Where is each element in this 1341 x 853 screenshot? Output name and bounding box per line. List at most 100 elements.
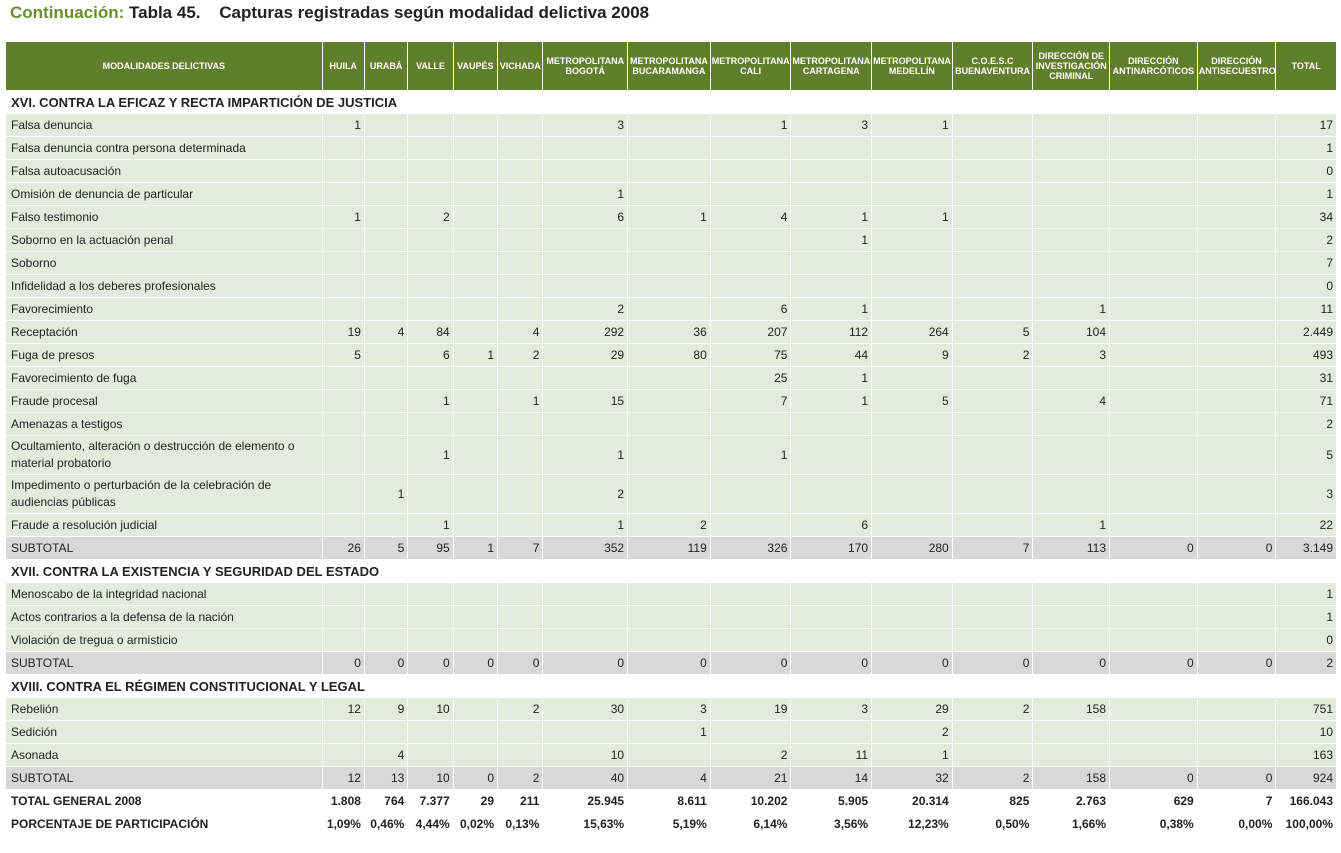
row-label: Soborno en la actuación penal [5, 228, 323, 252]
table-cell [407, 628, 454, 652]
table-cell [452, 228, 499, 252]
table-cell [407, 366, 454, 390]
table-cell [709, 412, 792, 436]
table-cell: 2 [951, 697, 1034, 721]
table-cell: 1 [627, 720, 711, 744]
table-cell [1109, 474, 1198, 514]
table-cell [363, 205, 409, 229]
column-header: METROPOLITANA BUCARAMANGA [627, 41, 711, 91]
table-row: Impedimento o perturbación de la celebra… [5, 474, 1337, 514]
table-cell: 0 [1275, 159, 1337, 183]
row-label: Asonada [5, 743, 323, 767]
table-cell: 29 [452, 789, 499, 813]
table-cell [1196, 228, 1277, 252]
table-cell: 0 [1032, 651, 1111, 675]
table-cell [321, 136, 365, 160]
table-cell: 352 [542, 536, 629, 560]
table-cell [497, 743, 544, 767]
table-cell [951, 474, 1034, 514]
row-label: Favorecimiento [5, 297, 323, 321]
table-cell [1196, 366, 1277, 390]
table-cell: 6,14% [709, 812, 792, 836]
section-title: XVIII. CONTRA EL RÉGIMEN CONSTITUCIONAL … [5, 674, 1337, 698]
table-cell [497, 113, 544, 137]
table-cell [497, 205, 544, 229]
table-cell: 113 [1032, 536, 1111, 560]
table-cell: 2 [627, 513, 711, 537]
table-cell: 2 [951, 343, 1034, 367]
table-cell [951, 435, 1034, 475]
table-cell: 17 [1275, 113, 1337, 137]
table-cell [452, 320, 499, 344]
table-cell: 493 [1275, 343, 1337, 367]
table-cell [871, 366, 953, 390]
table-cell [1196, 513, 1277, 537]
table-cell [497, 605, 544, 629]
table-cell [951, 582, 1034, 606]
table-cell [790, 628, 873, 652]
row-label: Fraude a resolución judicial [5, 513, 323, 537]
table-cell [627, 297, 711, 321]
table-cell [627, 582, 711, 606]
table-cell: 2 [709, 743, 792, 767]
table-cell: 34 [1275, 205, 1337, 229]
table-cell [1032, 205, 1111, 229]
section-header-row: XVII. CONTRA LA EXISTENCIA Y SEGURIDAD D… [5, 559, 1337, 583]
table-cell: 1 [1032, 297, 1111, 321]
table-cell: 15,63% [542, 812, 629, 836]
table-row: Falsa autoacusación 0 [5, 159, 1337, 183]
table-cell [1032, 605, 1111, 629]
table-cell [321, 435, 365, 475]
table-cell [709, 628, 792, 652]
table-cell: 44 [790, 343, 873, 367]
table-cell: 1 [871, 205, 953, 229]
table-cell [407, 720, 454, 744]
table-cell: 280 [871, 536, 953, 560]
column-header: VAUPÉS [452, 41, 499, 91]
table-cell: 22 [1275, 513, 1337, 537]
column-header: VALLE [407, 41, 454, 91]
table-row: Rebelión 12 9 10 2 30 3 19 3 29 2 158 751 [5, 697, 1337, 721]
table-cell [1109, 113, 1198, 137]
table-cell [951, 513, 1034, 537]
table-cell: 32 [871, 766, 953, 790]
row-label: Infidelidad a los deberes profesionales [5, 274, 323, 298]
table-cell [497, 720, 544, 744]
table-cell [951, 628, 1034, 652]
table-cell [407, 136, 454, 160]
table-cell: 1 [1275, 605, 1337, 629]
table-cell [497, 628, 544, 652]
table-cell [951, 720, 1034, 744]
table-cell [871, 582, 953, 606]
table-cell [1196, 435, 1277, 475]
table-cell [363, 274, 409, 298]
table-cell [709, 251, 792, 275]
total-row: PORCENTAJE DE PARTICIPACIÓN 1,09% 0,46% 4,4… [5, 812, 1337, 836]
table-cell: 95 [407, 536, 454, 560]
table-cell [1196, 412, 1277, 436]
table-cell [871, 297, 953, 321]
table-cell: 0 [1109, 536, 1198, 560]
section-header-row: XVIII. CONTRA EL RÉGIMEN CONSTITUCIONAL … [5, 674, 1337, 698]
table-cell [1109, 320, 1198, 344]
column-header: DIRECCIÓN DE INVESTIGACIÓN CRIMINAL [1032, 41, 1111, 91]
table-cell: 1 [452, 536, 499, 560]
table-cell [542, 159, 629, 183]
table-cell: 0 [1196, 766, 1277, 790]
table-cell [627, 113, 711, 137]
table-cell: 211 [497, 789, 544, 813]
table-cell: 0 [407, 651, 454, 675]
table-cell [790, 251, 873, 275]
table-row: Omisión de denuncia de particular 1 1 [5, 182, 1337, 206]
table-cell [542, 228, 629, 252]
table-cell: 2 [1275, 651, 1337, 675]
table-cell [871, 182, 953, 206]
table-row: Infidelidad a los deberes profesionales 0 [5, 274, 1337, 298]
table-cell [1196, 320, 1277, 344]
subtotal-row: SUBTOTAL 12 13 10 0 2 40 4 21 14 32 2 158 0 0 924 [5, 766, 1337, 790]
table-cell [452, 136, 499, 160]
table-cell: 12,23% [871, 812, 953, 836]
table-cell [363, 720, 409, 744]
table-body: XVI. CONTRA LA EFICAZ Y RECTA IMPARTICIÓ… [5, 90, 1337, 836]
column-header: URABÁ [363, 41, 409, 91]
